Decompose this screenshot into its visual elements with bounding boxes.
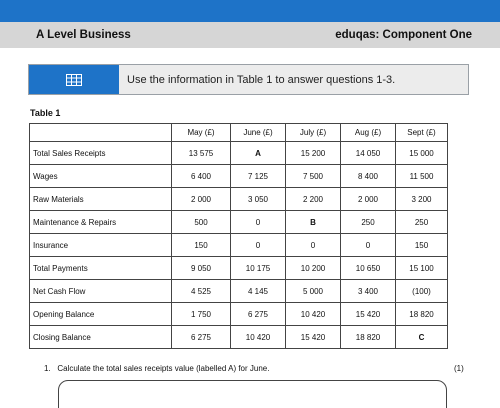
table-cell: 14 050 <box>340 141 396 165</box>
column-header <box>29 123 172 142</box>
question-marks: (1) <box>454 364 464 373</box>
table-cell: 0 <box>230 233 286 257</box>
table-cell: 0 <box>285 233 341 257</box>
table-row: Opening Balance 1 750 6 275 10 420 15 420 18 … <box>29 302 448 326</box>
table-cell: 150 <box>395 233 448 257</box>
row-label: Total Payments <box>29 256 172 280</box>
top-banner <box>0 0 500 22</box>
row-label: Raw Materials <box>29 187 172 211</box>
table-cell: 10 200 <box>285 256 341 280</box>
table-cell: 18 820 <box>395 302 448 326</box>
table-cell: 3 400 <box>340 279 396 303</box>
table-cell: 2 000 <box>171 187 231 211</box>
table-cell: 8 400 <box>340 164 396 188</box>
table-row: Raw Materials 2 000 3 050 2 200 2 000 3 200 <box>29 187 448 211</box>
instruction-box: Use the information in Table 1 to answer… <box>28 64 469 95</box>
table-cell: 150 <box>171 233 231 257</box>
table-cell: 10 420 <box>230 325 286 349</box>
row-label: Opening Balance <box>29 302 172 326</box>
table-cell: B <box>285 210 341 234</box>
table-cell: 18 820 <box>340 325 396 349</box>
table-cell: 1 750 <box>171 302 231 326</box>
instruction-text: Use the information in Table 1 to answer… <box>127 73 396 86</box>
table-title: Table 1 <box>30 108 61 118</box>
cash-flow-table: May (£) June (£) July (£) Aug (£) Sept (… <box>29 123 448 349</box>
column-header: Sept (£) <box>395 123 448 142</box>
table-cell: 2 000 <box>340 187 396 211</box>
table-cell: C <box>395 325 448 349</box>
table-cell: 13 575 <box>171 141 231 165</box>
table-cell: 0 <box>340 233 396 257</box>
table-cell: 4 525 <box>171 279 231 303</box>
row-label: Insurance <box>29 233 172 257</box>
table-cell: 250 <box>340 210 396 234</box>
row-label: Net Cash Flow <box>29 279 172 303</box>
question-1: 1. Calculate the total sales receipts va… <box>44 364 464 373</box>
table-cell: 4 145 <box>230 279 286 303</box>
row-label: Total Sales Receipts <box>29 141 172 165</box>
table-cell: 10 175 <box>230 256 286 280</box>
row-label: Wages <box>29 164 172 188</box>
table-cell: 0 <box>230 210 286 234</box>
table-cell: (100) <box>395 279 448 303</box>
table-row: Wages 6 400 7 125 7 500 8 400 11 500 <box>29 164 448 188</box>
question-number: 1. <box>44 364 51 373</box>
table-cell: 6 275 <box>171 325 231 349</box>
table-cell: 7 500 <box>285 164 341 188</box>
table-cell: 3 200 <box>395 187 448 211</box>
column-header: July (£) <box>285 123 341 142</box>
table-cell: 15 420 <box>340 302 396 326</box>
table-icon <box>29 65 119 94</box>
table-cell: 500 <box>171 210 231 234</box>
column-header: June (£) <box>230 123 286 142</box>
table-row: Net Cash Flow 4 525 4 145 5 000 3 400 (100) <box>29 279 448 303</box>
table-row: Insurance 150 0 0 0 150 <box>29 233 448 257</box>
table-cell: 11 500 <box>395 164 448 188</box>
column-header: May (£) <box>171 123 231 142</box>
table-row: Closing Balance 6 275 10 420 15 420 18 820 C <box>29 325 448 349</box>
page-header: A Level Business eduqas: Component One <box>0 22 500 48</box>
course-title: A Level Business <box>36 29 131 41</box>
table-cell: 15 000 <box>395 141 448 165</box>
table-cell: 10 420 <box>285 302 341 326</box>
table-cell: 250 <box>395 210 448 234</box>
table-header-row: May (£) June (£) July (£) Aug (£) Sept (… <box>29 123 448 142</box>
question-text: Calculate the total sales receipts value… <box>57 364 270 373</box>
table-cell: 6 275 <box>230 302 286 326</box>
table-cell: 6 400 <box>171 164 231 188</box>
row-label: Maintenance & Repairs <box>29 210 172 234</box>
column-header: Aug (£) <box>340 123 396 142</box>
exam-board-title: eduqas: Component One <box>335 29 472 41</box>
table-cell: 9 050 <box>171 256 231 280</box>
table-row: Total Sales Receipts 13 575 A 15 200 14 050 1… <box>29 141 448 165</box>
table-cell: A <box>230 141 286 165</box>
table-row: Total Payments 9 050 10 175 10 200 10 650 15 … <box>29 256 448 280</box>
table-cell: 10 650 <box>340 256 396 280</box>
table-cell: 15 420 <box>285 325 341 349</box>
table-cell: 5 000 <box>285 279 341 303</box>
table-cell: 15 100 <box>395 256 448 280</box>
table-cell: 2 200 <box>285 187 341 211</box>
table-cell: 7 125 <box>230 164 286 188</box>
table-cell: 15 200 <box>285 141 341 165</box>
table-cell: 3 050 <box>230 187 286 211</box>
row-label: Closing Balance <box>29 325 172 349</box>
answer-box[interactable] <box>58 380 447 408</box>
table-row: Maintenance & Repairs 500 0 B 250 250 <box>29 210 448 234</box>
